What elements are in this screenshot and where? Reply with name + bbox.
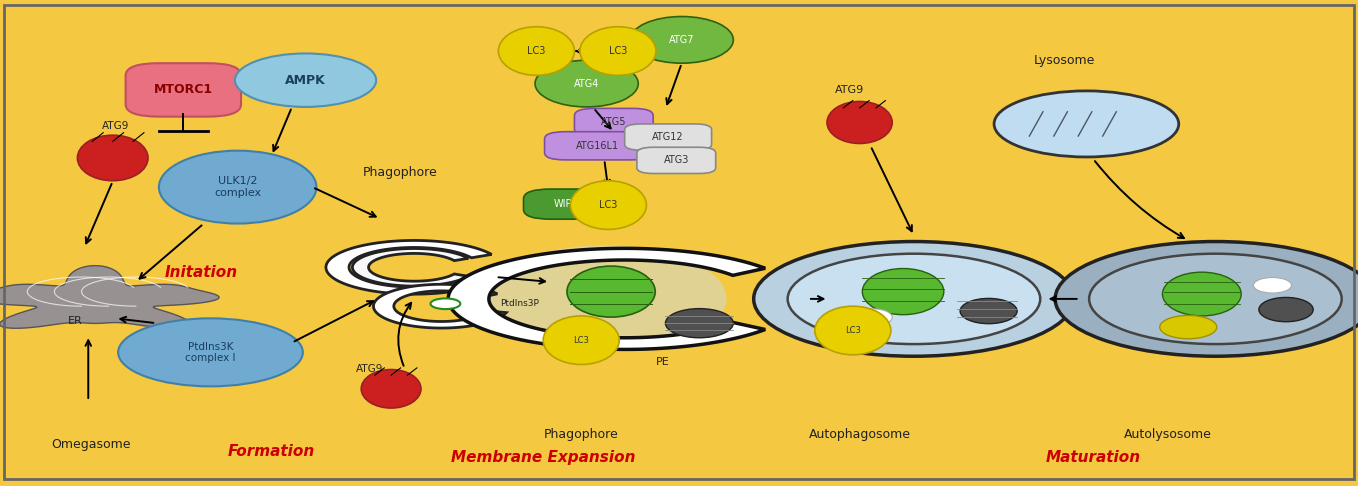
Text: Phagophore: Phagophore: [363, 166, 439, 179]
Text: ATG16L1: ATG16L1: [576, 141, 619, 151]
Text: LC3: LC3: [845, 326, 861, 335]
Text: MTORC1: MTORC1: [153, 84, 213, 96]
Ellipse shape: [1162, 272, 1241, 316]
Ellipse shape: [1160, 315, 1217, 339]
Circle shape: [754, 242, 1074, 356]
Ellipse shape: [535, 60, 638, 107]
Ellipse shape: [854, 309, 892, 326]
Text: Formation: Formation: [228, 444, 315, 458]
Ellipse shape: [960, 298, 1017, 324]
Text: PE: PE: [656, 357, 669, 367]
Text: LC3: LC3: [527, 46, 546, 56]
Text: ATG9: ATG9: [835, 85, 865, 95]
Text: ATG4: ATG4: [574, 79, 599, 88]
Circle shape: [1055, 242, 1358, 356]
Polygon shape: [373, 284, 507, 328]
Polygon shape: [326, 241, 492, 294]
Text: ATG9: ATG9: [356, 364, 383, 374]
Polygon shape: [448, 248, 765, 349]
FancyBboxPatch shape: [545, 132, 650, 160]
Text: LC3: LC3: [573, 336, 589, 345]
Text: Maturation: Maturation: [1046, 451, 1141, 465]
Text: ATG9: ATG9: [102, 122, 129, 131]
FancyBboxPatch shape: [523, 189, 611, 219]
Text: ATG5: ATG5: [602, 118, 626, 127]
Ellipse shape: [665, 309, 733, 338]
Ellipse shape: [568, 266, 655, 317]
Circle shape: [430, 298, 460, 309]
Ellipse shape: [827, 102, 892, 143]
Text: ATG3: ATG3: [664, 156, 689, 165]
Text: Phagophore: Phagophore: [543, 429, 619, 441]
Ellipse shape: [498, 27, 574, 75]
FancyBboxPatch shape: [625, 124, 712, 150]
Polygon shape: [353, 248, 469, 286]
FancyBboxPatch shape: [125, 63, 242, 117]
Ellipse shape: [235, 53, 376, 107]
Ellipse shape: [580, 27, 656, 75]
Text: ATG12: ATG12: [652, 132, 684, 142]
Ellipse shape: [862, 268, 944, 315]
Text: PtdIns3K
complex I: PtdIns3K complex I: [185, 342, 236, 363]
Text: ULK1/2
complex: ULK1/2 complex: [215, 176, 261, 198]
Text: LC3: LC3: [599, 200, 618, 210]
FancyBboxPatch shape: [637, 147, 716, 174]
Text: Lysosome: Lysosome: [1033, 54, 1096, 67]
Circle shape: [788, 254, 1040, 344]
Text: Autolysosome: Autolysosome: [1124, 429, 1211, 441]
Text: Initation: Initation: [164, 265, 238, 279]
Text: Autophagosome: Autophagosome: [808, 429, 911, 441]
Ellipse shape: [570, 181, 646, 229]
Circle shape: [994, 91, 1179, 157]
FancyBboxPatch shape: [574, 108, 653, 137]
Text: Membrane Expansion: Membrane Expansion: [451, 451, 636, 465]
Ellipse shape: [482, 245, 727, 352]
Ellipse shape: [159, 151, 316, 224]
Text: Omegasome: Omegasome: [52, 438, 132, 451]
Text: AMPK: AMPK: [285, 74, 326, 87]
Text: PtdIns3P: PtdIns3P: [500, 299, 539, 308]
Ellipse shape: [1259, 297, 1313, 322]
Ellipse shape: [543, 316, 619, 364]
Text: ER: ER: [68, 316, 83, 326]
Polygon shape: [0, 266, 219, 329]
Ellipse shape: [1253, 278, 1291, 293]
Ellipse shape: [630, 17, 733, 63]
Text: ATG7: ATG7: [669, 35, 694, 45]
Circle shape: [1089, 254, 1342, 344]
Ellipse shape: [118, 318, 303, 386]
Text: LC3: LC3: [608, 46, 627, 56]
Text: WIPI2: WIPI2: [554, 199, 581, 209]
Ellipse shape: [77, 135, 148, 181]
Ellipse shape: [815, 306, 891, 355]
Ellipse shape: [361, 369, 421, 408]
